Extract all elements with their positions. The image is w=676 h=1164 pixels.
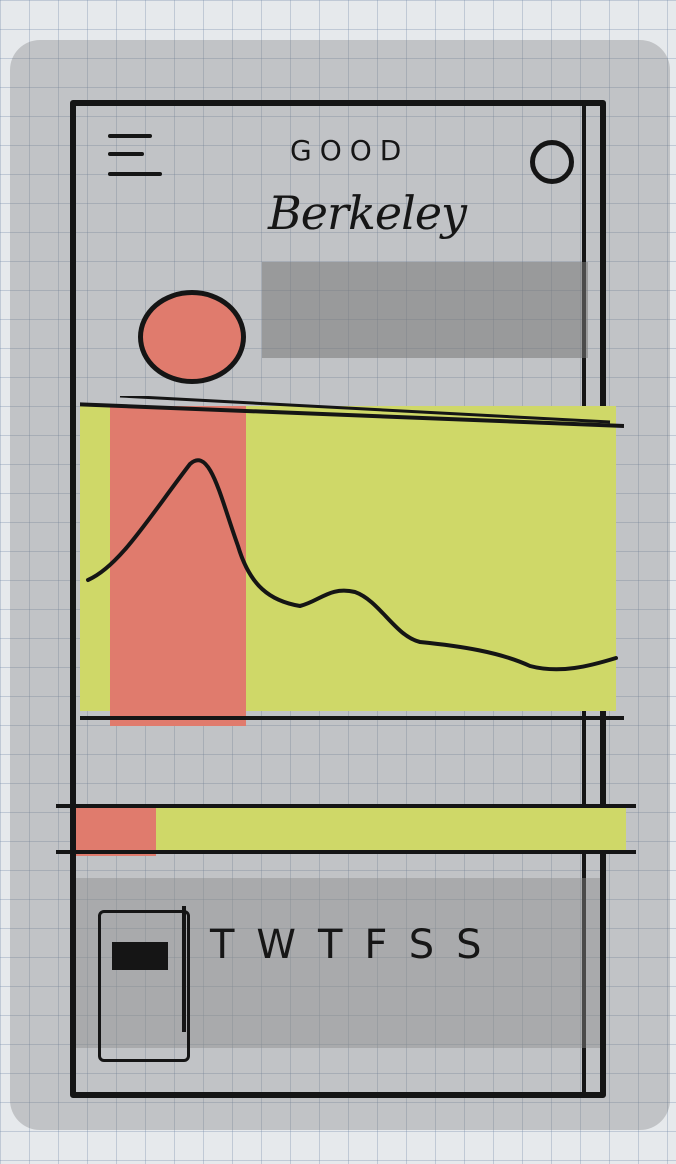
app-title-main: Berkeley	[268, 186, 467, 240]
timeline-segment-yellow	[156, 808, 626, 854]
menu-line	[108, 134, 152, 138]
summary-placeholder	[262, 262, 588, 358]
chart-top-line	[69, 402, 625, 428]
day-selector-button[interactable]	[98, 910, 190, 1062]
timeline-bottom-line	[56, 850, 636, 854]
app-title-top: GOOD	[290, 134, 410, 167]
aqi-chart	[69, 394, 625, 726]
chart-top-line	[119, 394, 611, 424]
timeline-top-line	[56, 804, 636, 808]
chart-svg	[69, 394, 625, 726]
day-selector-divider	[182, 906, 186, 1032]
menu-line	[108, 172, 162, 176]
aqi-curve	[86, 458, 618, 672]
menu-line	[108, 152, 144, 156]
timeline-segment-red	[76, 804, 156, 856]
day-selector-fill	[112, 942, 168, 970]
profile-icon[interactable]	[530, 140, 574, 184]
status-dot	[138, 290, 246, 384]
menu-icon[interactable]	[108, 128, 162, 182]
weekday-labels[interactable]: TWTFSS	[210, 922, 504, 968]
timeline-bar[interactable]	[56, 804, 636, 856]
chart-red-area	[110, 406, 246, 726]
